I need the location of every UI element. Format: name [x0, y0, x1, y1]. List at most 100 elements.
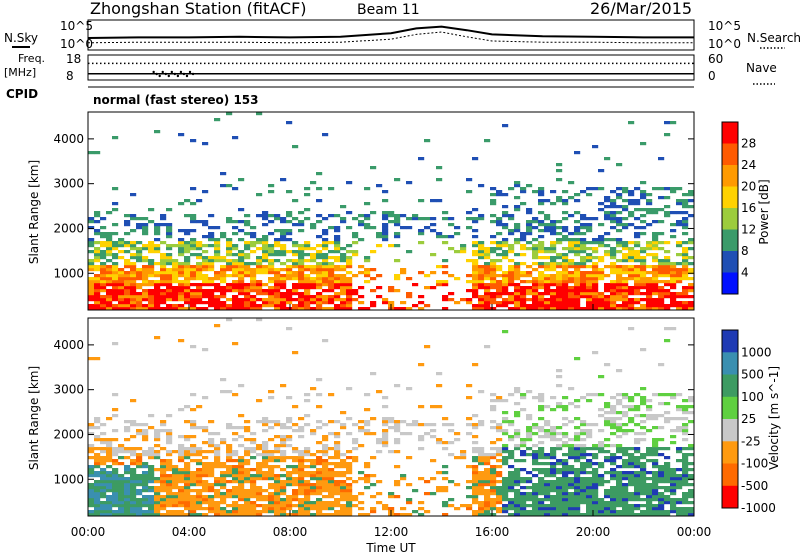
power-cell	[580, 214, 587, 218]
power-cell	[574, 238, 581, 242]
velocity-cell	[304, 474, 311, 478]
velocity-cell	[382, 417, 389, 421]
power-cell	[88, 250, 95, 254]
velocity-cell	[466, 507, 473, 511]
velocity-cell	[634, 477, 641, 481]
velocity-cell	[610, 423, 617, 427]
power-cell	[346, 289, 353, 293]
velocity-cell	[100, 501, 107, 505]
velocity-cell	[118, 501, 125, 505]
power-cell	[148, 307, 155, 311]
power-cell	[538, 295, 545, 299]
velocity-cell	[220, 492, 227, 496]
velocity-cell	[208, 474, 215, 478]
velocity-cell	[322, 423, 329, 427]
power-cell	[532, 268, 539, 272]
power-cell	[250, 262, 257, 266]
power-cell	[502, 214, 509, 218]
velocity-colorbar-label: 100	[741, 390, 764, 404]
velocity-cell	[436, 486, 443, 490]
power-cell	[442, 265, 449, 269]
power-cell	[166, 274, 173, 278]
velocity-cell	[364, 423, 371, 427]
power-cell	[310, 286, 317, 290]
velocity-cell	[106, 486, 113, 490]
power-cell	[382, 226, 389, 230]
power-cell	[370, 304, 377, 308]
power-cell	[682, 247, 689, 251]
power-cell	[280, 178, 287, 182]
velocity-cell	[514, 477, 521, 481]
power-cell	[658, 301, 665, 305]
power-cell	[568, 244, 575, 248]
power-cell	[274, 229, 281, 233]
power-cell	[166, 280, 173, 284]
power-cell	[364, 307, 371, 311]
velocity-cell	[610, 408, 617, 412]
velocity-cell	[304, 498, 311, 502]
nave-point	[191, 72, 195, 76]
power-cell	[484, 283, 491, 287]
power-cell	[310, 277, 317, 281]
power-cell	[334, 229, 341, 233]
power-cell	[256, 112, 263, 116]
power-cell	[676, 223, 683, 227]
velocity-cell	[244, 507, 251, 511]
velocity-cell	[382, 435, 389, 439]
velocity-cell	[322, 474, 329, 478]
velocity-cell	[394, 495, 401, 499]
velocity-cell	[472, 468, 479, 472]
velocity-cell	[682, 417, 689, 421]
power-cell	[346, 256, 353, 260]
velocity-cell	[268, 453, 275, 457]
power-cell	[346, 226, 353, 230]
velocity-cell	[502, 330, 509, 334]
power-cell	[256, 283, 263, 287]
velocity-cell	[556, 492, 563, 496]
velocity-cell	[526, 432, 533, 436]
power-cell	[628, 223, 635, 227]
power-cell	[100, 304, 107, 308]
velocity-colorbar-label: 500	[741, 368, 764, 382]
power-cell	[634, 265, 641, 269]
velocity-cell	[580, 450, 587, 454]
power-cell	[142, 274, 149, 278]
velocity-cell	[178, 444, 185, 448]
power-cell	[94, 253, 101, 257]
power-cell	[532, 262, 539, 266]
velocity-cell	[346, 450, 353, 454]
velocity-cell	[202, 489, 209, 493]
velocity-cell	[556, 495, 563, 499]
velocity-cell	[340, 504, 347, 508]
power-cell	[292, 241, 299, 245]
power-cell	[640, 142, 647, 146]
power-cell	[124, 292, 131, 296]
velocity-cell	[232, 474, 239, 478]
velocity-colorbar-swatch	[722, 374, 738, 398]
velocity-cell	[682, 474, 689, 478]
velocity-cell	[124, 480, 131, 484]
power-cell	[472, 277, 479, 281]
power-cell	[538, 229, 545, 233]
velocity-cell	[340, 492, 347, 496]
power-cell	[244, 265, 251, 269]
power-cell	[328, 283, 335, 287]
power-cell	[184, 301, 191, 305]
power-cell	[94, 214, 101, 218]
power-cell	[394, 244, 401, 248]
power-cell	[100, 226, 107, 230]
nave-point	[158, 74, 161, 78]
velocity-cell	[406, 513, 413, 517]
velocity-cell	[286, 480, 293, 484]
velocity-cell	[310, 465, 317, 469]
velocity-cell	[148, 495, 155, 499]
power-cell	[280, 292, 287, 296]
power-cell	[160, 268, 167, 272]
nave-point	[155, 72, 158, 76]
power-cell	[322, 229, 329, 233]
power-cell	[484, 298, 491, 302]
power-cell	[502, 271, 509, 275]
velocity-cell	[184, 435, 191, 439]
velocity-cell	[436, 384, 443, 388]
power-cell	[682, 217, 689, 221]
